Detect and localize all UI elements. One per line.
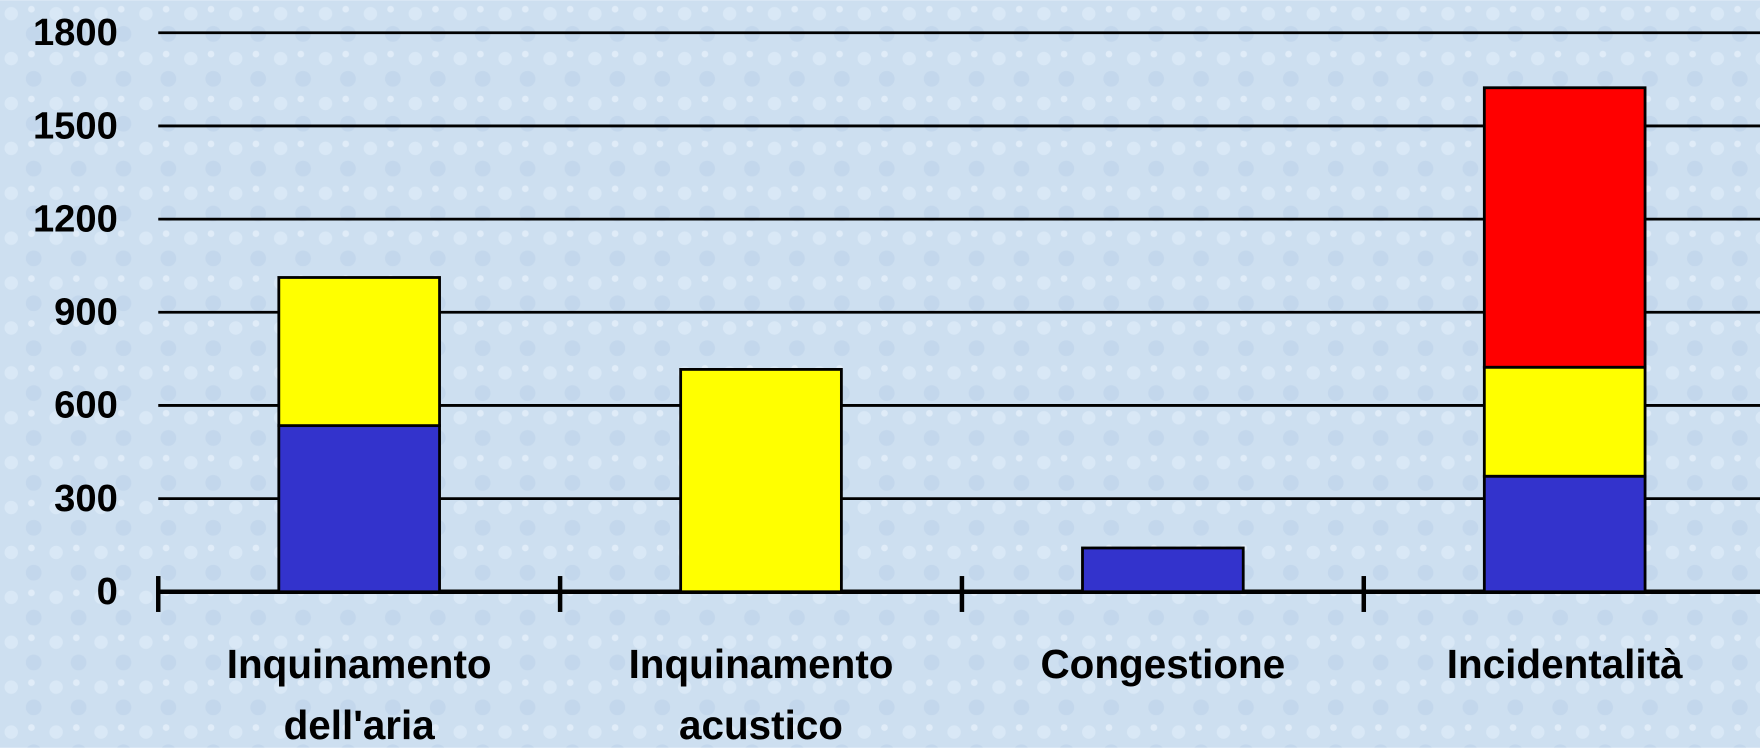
y-tick-label: 1200 [33,197,118,240]
y-tick-label: 1800 [33,11,118,54]
bar-segment [1482,86,1647,369]
y-tick-label: 900 [54,291,118,334]
bar-segment [1081,546,1245,594]
x-tick-label: Incidentalità [1446,641,1683,688]
x-tick-label-box: Incidentalità [1446,641,1683,688]
x-tick-label: Inquinamento acustico [628,641,894,748]
y-tick-label: 600 [54,384,118,427]
y-tick-label: 300 [54,477,118,520]
x-tick-label: Inquinamento dell'aria [226,641,492,748]
bar-segment [1482,365,1647,478]
x-tick-label-box: Inquinamento dell'aria [226,641,492,748]
y-tick-label: 0 [97,570,118,613]
x-tick-label: Congestione [1040,641,1286,688]
bar-segment [1482,474,1647,594]
bar-segment [679,368,843,594]
y-tick-label: 1500 [33,104,118,147]
x-tick-label-box: Congestione [1040,641,1286,688]
x-tick-label-box: Inquinamento acustico [628,641,894,748]
bar-segment [277,276,441,428]
bar-segment [277,424,441,594]
